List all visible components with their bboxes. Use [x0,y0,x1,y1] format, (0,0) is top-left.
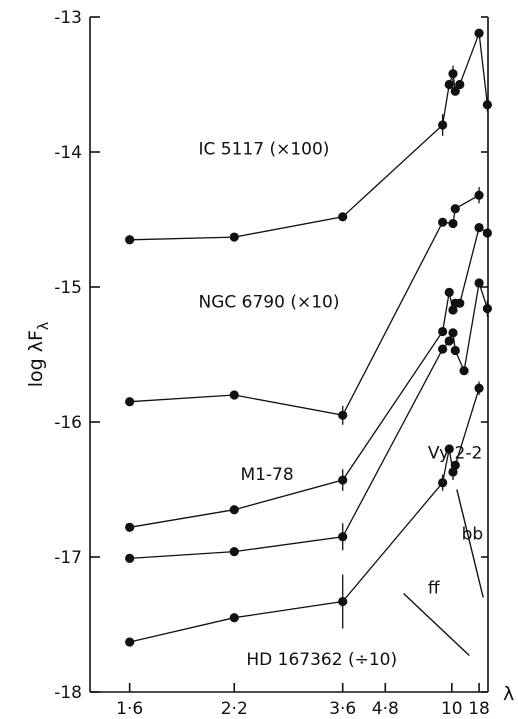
data-point [229,547,239,557]
reference-lines [403,489,484,657]
series-hd-167362-10 [125,381,484,647]
plot-area: -13 -14 -15 -16 -17 -18 1·6 2·2 3·6 4·8 10 18 IC 5… [54,8,492,719]
annotation-bb: bb [462,524,484,544]
series-line [129,32,489,241]
data-point [474,190,484,200]
y-tick-label: -13 [54,8,82,28]
data-point [482,100,492,110]
data-point [450,460,460,470]
annotation-vy-2-2: Vy 2-2 [428,443,482,463]
data-point [459,366,469,376]
data-point [450,204,460,214]
data-point [444,287,454,297]
data-point [474,383,484,393]
x-tick-label: 3·6 [329,699,356,719]
x-tick-label: 1·6 [116,699,143,719]
data-point [125,553,135,563]
series-ic-5117-100 [125,28,492,245]
x-axis-label: λ [503,683,514,705]
series-layer [125,28,492,647]
x-tick-label: 4·8 [372,699,399,719]
data-point [438,344,448,354]
data-point [474,28,484,38]
data-point [482,228,492,238]
data-point [455,298,465,308]
data-point [438,120,448,130]
x-tick-label: 2·2 [221,699,248,719]
annotation-m1-78: M1-78 [240,465,293,485]
reference-line-ff [403,592,470,657]
data-point [444,336,454,346]
data-point [338,410,348,420]
data-point [448,69,458,79]
data-point [338,475,348,485]
data-point [474,223,484,233]
data-point [438,217,448,227]
y-ticks: -13 -14 -15 -16 -17 -18 [54,8,488,703]
data-point [474,278,484,288]
series-vy-2-2 [125,278,492,563]
data-point [438,326,448,337]
series-line [129,388,480,643]
y-tick-label: -17 [54,548,82,568]
x-tick-label: 10 [441,699,463,719]
data-point [448,218,458,229]
data-point [482,304,492,314]
data-point [450,345,460,356]
data-point [125,235,135,245]
data-point [444,444,454,454]
data-point [448,328,458,338]
data-point [229,390,239,400]
reference-line-bb [456,489,484,598]
data-point [125,397,135,407]
y-axis-label: log λFλ [25,322,52,387]
data-point [450,86,460,96]
x-tick-label: 18 [468,699,490,719]
data-point [229,505,239,515]
data-point [125,522,135,532]
y-tick-label: -14 [54,143,82,163]
annotation-ff: ff [428,578,441,598]
y-tick-label: -15 [54,278,82,298]
data-point [444,79,454,90]
x-ticks: 1·6 2·2 3·6 4·8 10 18 [116,683,490,719]
data-point [229,613,239,623]
annotation-ic-5117-100: IC 5117 (×100) [198,140,329,160]
series-line [129,226,488,528]
series-ngc-6790-10 [125,187,484,425]
series-m1-78 [125,223,492,532]
data-point [338,532,348,542]
data-point [229,232,239,242]
annotation-hd-167362-10: HD 167362 (÷10) [246,650,397,670]
series-line [129,282,489,560]
annotations: IC 5117 (×100) NGC 6790 (×10) M1-78 Vy 2-2 b… [198,140,483,670]
y-tick-label: -18 [54,683,82,703]
data-point [338,596,348,607]
data-point [455,79,465,90]
y-tick-label: -16 [54,413,82,433]
data-point [338,212,348,222]
data-point [125,637,135,647]
annotation-ngc-6790-10: NGC 6790 (×10) [198,292,339,312]
data-point [438,478,448,488]
